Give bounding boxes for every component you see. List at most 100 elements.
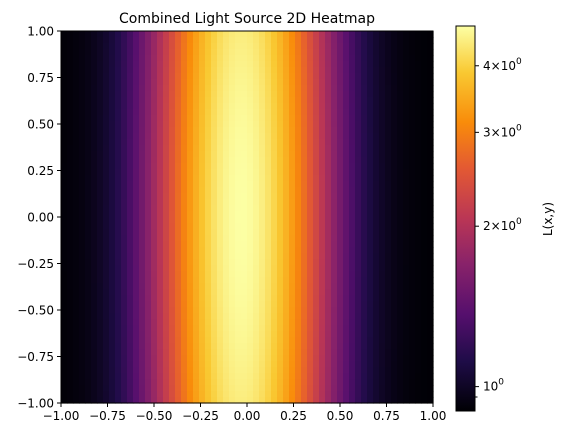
heatmap-cell (319, 223, 326, 230)
heatmap-cell (319, 67, 326, 74)
heatmap-cell (151, 361, 158, 368)
heatmap-cell (85, 235, 92, 242)
heatmap-cell (415, 211, 422, 218)
heatmap-cell (355, 121, 362, 128)
heatmap-cell (67, 91, 74, 98)
heatmap-cell (379, 277, 386, 284)
heatmap-cell (217, 79, 224, 86)
heatmap-cell (91, 193, 98, 200)
heatmap-cell (175, 349, 182, 356)
heatmap-cell (91, 223, 98, 230)
heatmap-cell (181, 277, 188, 284)
heatmap-cell (157, 115, 164, 122)
heatmap-cell (397, 49, 404, 56)
heatmap-cell (397, 79, 404, 86)
heatmap-cell (235, 259, 242, 266)
heatmap-cell (67, 199, 74, 206)
heatmap-cell (169, 217, 176, 224)
heatmap-cell (187, 367, 194, 374)
heatmap-cell (217, 319, 224, 326)
colorbar-tick-label: 2×100 (483, 217, 522, 233)
heatmap-cell (145, 169, 152, 176)
heatmap-cell (169, 253, 176, 260)
heatmap-cell (301, 361, 308, 368)
heatmap-cell (169, 31, 176, 38)
heatmap-cell (241, 91, 248, 98)
heatmap-cell (259, 127, 266, 134)
heatmap-cell (367, 259, 374, 266)
heatmap-cell (427, 67, 434, 74)
heatmap-cell (199, 313, 206, 320)
heatmap-cell (409, 229, 416, 236)
heatmap-cell (295, 115, 302, 122)
heatmap-cell (223, 187, 230, 194)
heatmap-cell (403, 43, 410, 50)
heatmap-cell (169, 229, 176, 236)
heatmap-cell (67, 157, 74, 164)
heatmap-cell (187, 259, 194, 266)
heatmap-cell (379, 295, 386, 302)
heatmap-cell (223, 73, 230, 80)
heatmap-cell (169, 325, 176, 332)
heatmap-cell (211, 349, 218, 356)
heatmap-cell (259, 133, 266, 140)
heatmap-cell (379, 373, 386, 380)
heatmap-cell (151, 145, 158, 152)
heatmap-cell (349, 223, 356, 230)
heatmap-cell (313, 199, 320, 206)
heatmap-cell (331, 349, 338, 356)
heatmap-cell (67, 103, 74, 110)
heatmap-cell (409, 373, 416, 380)
heatmap-cell (139, 271, 146, 278)
heatmap-cell (301, 61, 308, 68)
heatmap-cell (379, 85, 386, 92)
heatmap-cell (115, 265, 122, 272)
heatmap-cell (307, 247, 314, 254)
heatmap-cell (415, 163, 422, 170)
heatmap-cell (79, 253, 86, 260)
heatmap-cell (337, 169, 344, 176)
heatmap-cell (259, 193, 266, 200)
heatmap-cell (157, 151, 164, 158)
heatmap-cell (97, 337, 104, 344)
heatmap-cell (397, 295, 404, 302)
heatmap-cell (301, 385, 308, 392)
heatmap-cell (385, 199, 392, 206)
heatmap-cell (109, 85, 116, 92)
heatmap-cell (283, 343, 290, 350)
heatmap-cell (265, 397, 272, 404)
heatmap-cell (391, 67, 398, 74)
heatmap-cell (187, 133, 194, 140)
heatmap-cell (79, 193, 86, 200)
heatmap-cell (265, 217, 272, 224)
heatmap-cell (277, 391, 284, 398)
heatmap-cell (403, 241, 410, 248)
heatmap-cell (115, 79, 122, 86)
heatmap-cell (79, 109, 86, 116)
heatmap-cell (307, 379, 314, 386)
heatmap-cell (175, 103, 182, 110)
heatmap-cell (145, 157, 152, 164)
heatmap-cell (409, 67, 416, 74)
heatmap-cell (391, 253, 398, 260)
heatmap-cell (73, 91, 80, 98)
heatmap-cell (97, 193, 104, 200)
heatmap-cell (259, 181, 266, 188)
heatmap-cell (337, 385, 344, 392)
heatmap-cell (361, 241, 368, 248)
heatmap-cell (301, 121, 308, 128)
heatmap-cell (343, 385, 350, 392)
heatmap-cell (145, 343, 152, 350)
heatmap-cell (127, 277, 134, 284)
heatmap-cell (193, 223, 200, 230)
heatmap-cell (283, 85, 290, 92)
heatmap-cell (229, 97, 236, 104)
heatmap-cell (349, 97, 356, 104)
heatmap-cell (289, 67, 296, 74)
heatmap-cell (127, 355, 134, 362)
heatmap-cell (379, 355, 386, 362)
heatmap-cell (115, 217, 122, 224)
heatmap-cell (187, 157, 194, 164)
heatmap-cell (199, 61, 206, 68)
heatmap-cell (271, 325, 278, 332)
